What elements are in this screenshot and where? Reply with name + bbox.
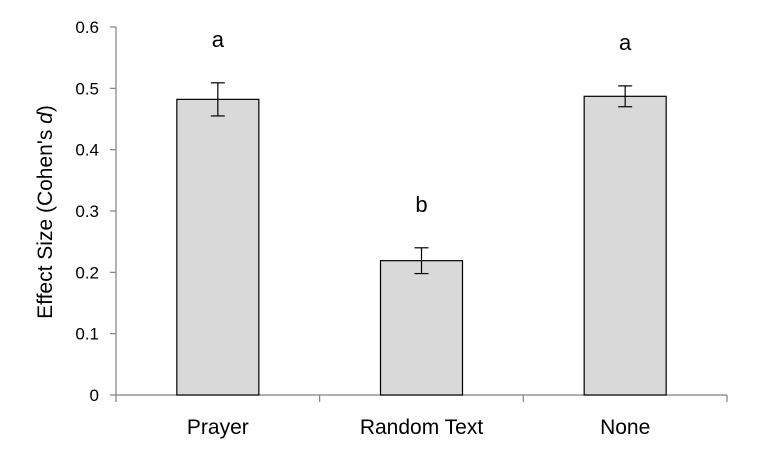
- y-tick-label: 0.2: [75, 263, 99, 282]
- x-category-label: None: [600, 416, 650, 439]
- significance-label: a: [212, 27, 225, 52]
- bar-none: [583, 95, 667, 396]
- x-category-label: Random Text: [360, 416, 484, 439]
- y-axis-title-italic: d: [34, 111, 57, 124]
- bar-prayer: [176, 98, 260, 396]
- y-tick-label: 0.3: [75, 202, 99, 221]
- bar-random-text: [379, 260, 464, 396]
- significance-label: a: [619, 30, 632, 55]
- y-axis-title: Effect Size (Cohen's d): [34, 105, 57, 319]
- y-tick-label: 0.1: [75, 325, 99, 344]
- significance-label: b: [415, 192, 427, 217]
- bars: a b a: [176, 27, 667, 396]
- y-axis-title-prefix: Effect Size (Cohen's: [34, 124, 57, 319]
- y-tick-label: 0.4: [75, 141, 99, 160]
- x-axis: Prayer Random Text None: [115, 394, 728, 439]
- x-category-label: Prayer: [187, 416, 249, 439]
- y-axis: 0 0.1 0.2 0.3 0.4 0.5 0.6: [75, 18, 117, 405]
- y-axis-title-suffix: ): [34, 105, 57, 112]
- y-tick-label: 0: [90, 386, 99, 405]
- y-tick-label: 0.6: [75, 18, 99, 37]
- y-tick-label: 0.5: [75, 79, 99, 98]
